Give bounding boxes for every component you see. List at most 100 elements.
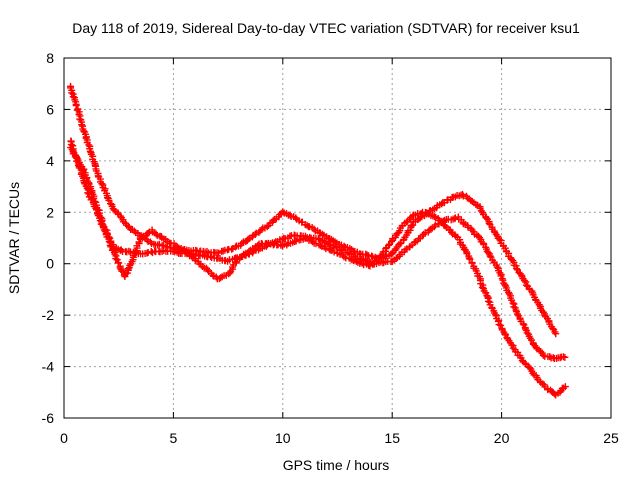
x-tick-label: 15 bbox=[384, 430, 400, 446]
data-point bbox=[251, 231, 259, 239]
data-point bbox=[115, 259, 123, 267]
data-point bbox=[329, 242, 337, 250]
data-point bbox=[78, 121, 86, 129]
data-point bbox=[496, 269, 504, 277]
data-point bbox=[458, 190, 466, 198]
data-point bbox=[71, 153, 79, 161]
x-tick-label: 10 bbox=[275, 430, 291, 446]
data-point bbox=[110, 206, 118, 214]
data-point bbox=[92, 206, 100, 214]
data-point bbox=[332, 243, 340, 251]
data-point bbox=[539, 351, 547, 359]
y-tick-label: 0 bbox=[46, 256, 54, 272]
data-point bbox=[126, 261, 134, 269]
data-point bbox=[330, 248, 338, 256]
data-point bbox=[130, 227, 138, 235]
data-point bbox=[263, 223, 271, 231]
data-point bbox=[105, 196, 113, 204]
data-point bbox=[521, 325, 529, 333]
data-point bbox=[145, 229, 153, 237]
data-point bbox=[85, 141, 93, 149]
data-point bbox=[286, 211, 294, 219]
chart-title: Day 118 of 2019, Sidereal Day-to-day VTE… bbox=[72, 20, 580, 36]
y-tick-label: -4 bbox=[42, 359, 55, 375]
data-point bbox=[358, 259, 366, 267]
x-tick-label: 5 bbox=[170, 430, 178, 446]
data-point bbox=[501, 281, 509, 289]
y-tick-label: -6 bbox=[42, 410, 55, 426]
data-point bbox=[482, 214, 490, 222]
data-point bbox=[312, 240, 320, 248]
data-point bbox=[561, 383, 569, 391]
y-tick-label: 4 bbox=[46, 153, 54, 169]
data-point bbox=[228, 245, 236, 253]
x-tick-label: 20 bbox=[494, 430, 510, 446]
data-point bbox=[146, 238, 154, 246]
data-point bbox=[207, 253, 215, 261]
data-point bbox=[431, 213, 439, 221]
data-point bbox=[495, 321, 503, 329]
data-point bbox=[112, 255, 120, 263]
data-point bbox=[116, 212, 124, 220]
data-point bbox=[245, 247, 253, 255]
data-point bbox=[116, 264, 124, 272]
data-point bbox=[84, 189, 92, 197]
data-point bbox=[124, 265, 132, 273]
data-point bbox=[512, 265, 520, 273]
data-point bbox=[556, 388, 564, 396]
data-point bbox=[368, 252, 376, 260]
data-point bbox=[100, 226, 108, 234]
data-point bbox=[561, 353, 569, 361]
data-point bbox=[546, 353, 554, 361]
data-point bbox=[131, 248, 139, 256]
data-point bbox=[385, 241, 393, 249]
chart-ticks: 0 5 10 15 20 25 -6 -4 -2 0 2 4 6 8 bbox=[42, 50, 619, 446]
data-point bbox=[314, 235, 322, 243]
x-tick-label: 0 bbox=[60, 430, 68, 446]
data-point bbox=[340, 242, 348, 250]
data-point bbox=[317, 241, 325, 249]
data-point bbox=[509, 299, 517, 307]
y-tick-label: 8 bbox=[46, 50, 54, 66]
data-point bbox=[486, 252, 494, 260]
data-point bbox=[279, 208, 287, 216]
data-point bbox=[520, 277, 528, 285]
data-point bbox=[96, 217, 104, 225]
data-point bbox=[98, 180, 106, 188]
data-point bbox=[485, 219, 493, 227]
data-point bbox=[465, 254, 473, 262]
data-point bbox=[69, 93, 77, 101]
data-point bbox=[496, 236, 504, 244]
data-point bbox=[519, 320, 527, 328]
data-point bbox=[348, 256, 356, 264]
y-tick-label: -2 bbox=[42, 307, 55, 323]
x-tick-label: 25 bbox=[603, 430, 619, 446]
y-axis-label: SDTVAR / TECUs bbox=[6, 182, 22, 294]
data-point bbox=[254, 241, 262, 249]
data-point bbox=[363, 251, 371, 259]
data-point bbox=[478, 283, 486, 291]
data-point bbox=[552, 330, 560, 338]
data-point bbox=[468, 197, 476, 205]
x-axis-label: GPS time / hours bbox=[283, 457, 390, 473]
data-point bbox=[406, 226, 414, 234]
y-tick-label: 6 bbox=[46, 101, 54, 117]
data-point bbox=[537, 348, 545, 356]
chart-points bbox=[67, 82, 569, 399]
data-point bbox=[401, 246, 409, 254]
data-point bbox=[68, 89, 76, 97]
data-point bbox=[175, 244, 183, 252]
y-tick-label: 2 bbox=[46, 204, 54, 220]
data-point bbox=[67, 141, 75, 149]
data-point bbox=[152, 230, 160, 238]
plot-frame bbox=[63, 57, 612, 419]
data-point bbox=[244, 235, 252, 243]
data-point bbox=[388, 250, 396, 258]
data-point bbox=[75, 110, 83, 118]
data-point bbox=[492, 311, 500, 319]
data-point bbox=[105, 238, 113, 246]
data-point bbox=[387, 238, 395, 246]
data-point bbox=[493, 263, 501, 271]
data-point bbox=[238, 239, 246, 247]
